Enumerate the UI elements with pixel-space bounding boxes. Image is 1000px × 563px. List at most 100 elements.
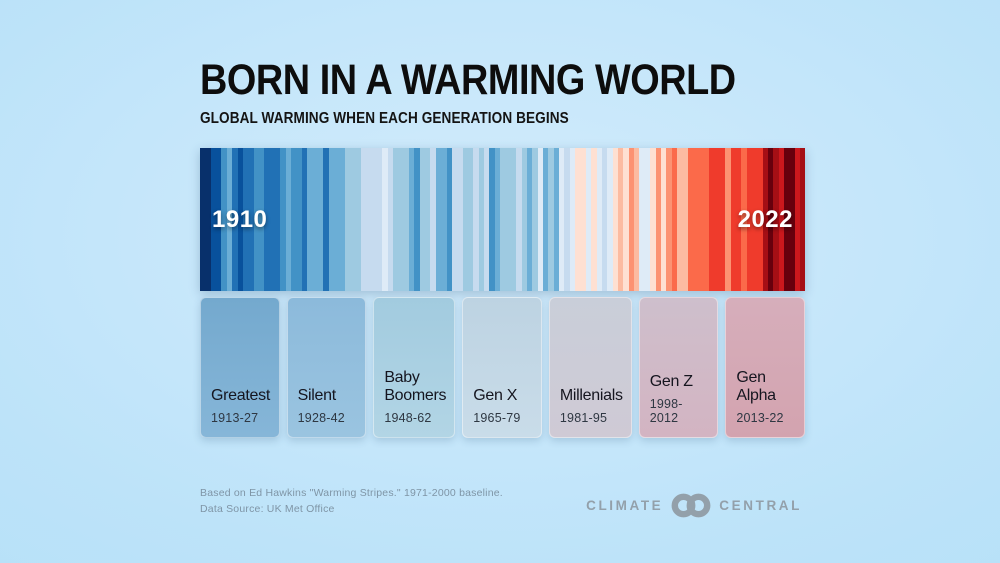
year-stripe-1963 <box>484 148 490 291</box>
generation-years: 1928-42 <box>297 411 345 425</box>
source-note-line1: Based on Ed Hawkins "Warming Stripes." 1… <box>200 487 503 499</box>
year-stripe-1987 <box>612 148 619 291</box>
logo-word-climate: CLIMATE <box>586 498 664 513</box>
interlocking-rings-icon <box>671 493 711 518</box>
generation-card-gen-alpha: Gen Alpha 2013-22 <box>725 297 806 438</box>
generation-years: 1965-79 <box>473 411 521 425</box>
page-subtitle: GLOBAL WARMING WHEN EACH GENERATION BEGI… <box>200 110 569 127</box>
year-stripe-1926 <box>285 148 292 291</box>
year-stripe-1989 <box>623 148 629 291</box>
year-stripe-1968 <box>510 148 517 291</box>
year-stripe-1954 <box>435 148 442 291</box>
generation-years: 2013-22 <box>736 411 784 425</box>
year-stripe-2012 <box>746 148 753 291</box>
year-stripe-2009 <box>730 148 736 291</box>
generation-card-millenials: Millenials 1981-95 <box>548 297 632 438</box>
year-stripe-1919 <box>248 148 254 291</box>
year-stripe-1983 <box>591 148 597 291</box>
warming-stripes-band <box>200 148 805 291</box>
year-stripe-2015 <box>762 148 769 291</box>
generation-cards-row: Greatest 1913-27 Silent 1928-42 Baby Boo… <box>200 297 806 438</box>
year-stripe-2022 <box>800 148 805 291</box>
generation-name: Baby Boomers <box>384 369 447 404</box>
year-stripe-1941 <box>366 148 372 291</box>
year-stripe-1988 <box>618 148 624 291</box>
year-stripe-2014 <box>757 148 763 291</box>
year-stripe-1929 <box>301 148 308 291</box>
year-stripe-1920 <box>253 148 259 291</box>
year-stripe-2001 <box>687 148 694 291</box>
year-stripe-1917 <box>237 148 243 291</box>
generation-card-gen-x: Gen X 1965-79 <box>462 297 542 438</box>
year-stripe-1993 <box>644 148 651 291</box>
year-stripe-1960 <box>467 148 474 291</box>
year-stripe-1982 <box>585 148 592 291</box>
year-stripe-1924 <box>275 148 281 291</box>
year-stripe-1980 <box>575 148 581 291</box>
year-stripe-1966 <box>500 148 506 291</box>
year-stripe-1949 <box>409 148 415 291</box>
year-stripe-1991 <box>634 148 640 291</box>
year-stripe-2004 <box>703 148 710 291</box>
year-stripe-1910 <box>200 148 206 291</box>
year-stripe-1985 <box>601 148 608 291</box>
generation-name: Millenials <box>559 386 623 404</box>
climate-central-logo: CLIMATE CENTRAL <box>586 492 802 519</box>
generation-card-baby-boomers: Baby Boomers 1948-62 <box>373 297 456 438</box>
year-stripe-1975 <box>548 148 554 291</box>
year-stripe-2020 <box>789 148 795 291</box>
year-stripe-1961 <box>473 148 479 291</box>
year-stripe-1940 <box>360 148 367 291</box>
year-stripe-1946 <box>392 148 399 291</box>
year-stripe-1935 <box>333 148 340 291</box>
generation-years: 1948-62 <box>384 411 432 425</box>
year-stripe-2006 <box>714 148 720 291</box>
year-stripe-1998 <box>671 148 677 291</box>
year-stripe-1973 <box>537 148 543 291</box>
year-stripe-1916 <box>232 148 238 291</box>
year-stripe-1914 <box>221 148 227 291</box>
year-stripe-1927 <box>291 148 297 291</box>
year-stripe-2005 <box>709 148 715 291</box>
year-stripe-1979 <box>569 148 576 291</box>
year-stripe-1944 <box>382 148 388 291</box>
year-stripe-1923 <box>269 148 276 291</box>
year-stripe-1976 <box>553 148 560 291</box>
year-stripe-1958 <box>457 148 463 291</box>
year-stripe-1913 <box>216 148 222 291</box>
generation-card-greatest: Greatest 1913-27 <box>200 297 280 438</box>
year-stripe-1964 <box>489 148 495 291</box>
year-stripe-1951 <box>419 148 426 291</box>
generation-name: Gen X <box>473 386 518 404</box>
year-stripe-1936 <box>339 148 345 291</box>
year-stripe-1943 <box>376 148 383 291</box>
generation-card-gen-z: Gen Z 1998-2012 <box>638 297 719 438</box>
source-note-line2: Data Source: UK Met Office <box>200 502 335 515</box>
year-stripe-2007 <box>719 148 726 291</box>
year-stripe-1947 <box>398 148 404 291</box>
page-title: BORN IN A WARMING WORLD <box>200 56 736 104</box>
year-stripe-1990 <box>628 148 635 291</box>
year-stripe-1931 <box>312 148 318 291</box>
generation-years: 1913-27 <box>211 411 259 425</box>
year-stripe-1952 <box>425 148 431 291</box>
year-stripe-1969 <box>516 148 522 291</box>
year-stripe-2013 <box>752 148 758 291</box>
year-stripe-2016 <box>768 148 774 291</box>
year-stripe-2002 <box>693 148 699 291</box>
year-stripe-2011 <box>741 148 747 291</box>
year-stripe-1921 <box>258 148 265 291</box>
year-stripe-1922 <box>264 148 270 291</box>
year-stripe-1981 <box>580 148 586 291</box>
generation-name: Gen Z <box>649 372 693 390</box>
year-stripe-1932 <box>317 148 324 291</box>
year-stripe-1992 <box>639 148 645 291</box>
year-stripe-2021 <box>794 148 801 291</box>
generation-name: Silent <box>297 386 337 404</box>
source-note: Based on Ed Hawkins "Warming Stripes." 1… <box>200 486 503 518</box>
year-stripe-1928 <box>296 148 302 291</box>
year-stripe-2019 <box>784 148 790 291</box>
year-stripe-1953 <box>430 148 436 291</box>
year-stripe-2008 <box>725 148 731 291</box>
